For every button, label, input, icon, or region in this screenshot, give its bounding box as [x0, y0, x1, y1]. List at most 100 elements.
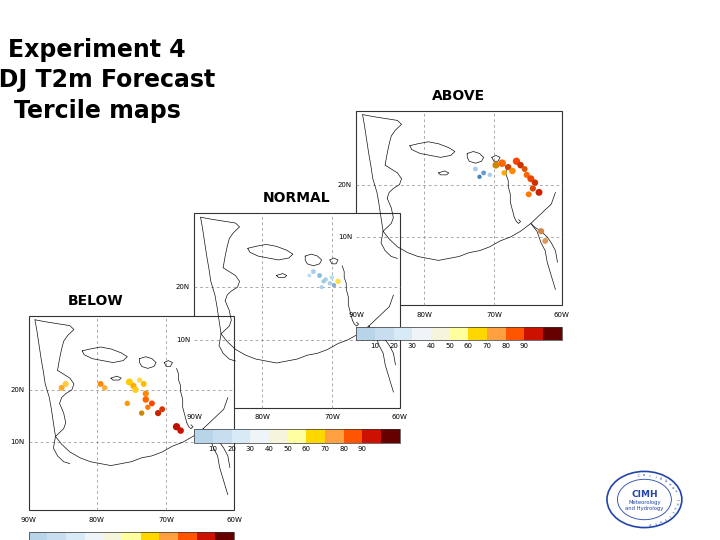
Point — [142, 403, 153, 411]
Text: 70W: 70W — [486, 312, 502, 318]
Point — [130, 386, 141, 394]
Point — [127, 382, 139, 390]
Bar — [356, 327, 375, 340]
Point — [171, 422, 182, 431]
Bar — [140, 532, 159, 540]
Bar — [194, 213, 400, 408]
Text: 20N: 20N — [176, 284, 190, 290]
Point — [539, 237, 551, 245]
Text: 30: 30 — [408, 343, 417, 349]
Bar — [356, 327, 562, 340]
Text: 50: 50 — [445, 343, 454, 349]
Bar — [251, 429, 269, 443]
Point — [510, 157, 522, 166]
Bar — [431, 327, 450, 340]
Point — [529, 178, 541, 187]
Text: s: s — [672, 506, 677, 509]
Bar — [381, 429, 400, 443]
Point — [484, 171, 495, 179]
Point — [534, 188, 545, 197]
Bar — [543, 327, 562, 340]
Text: I: I — [675, 499, 678, 500]
Point — [307, 267, 319, 276]
Text: e: e — [649, 521, 652, 525]
Bar — [215, 532, 234, 540]
Bar — [269, 429, 288, 443]
Bar — [487, 327, 505, 340]
Text: t: t — [670, 510, 675, 513]
Text: 40: 40 — [426, 343, 436, 349]
Text: 70: 70 — [320, 446, 330, 452]
Point — [320, 275, 331, 284]
Point — [519, 165, 531, 173]
Text: 80W: 80W — [254, 414, 270, 420]
Point — [498, 168, 510, 177]
Point — [124, 377, 135, 386]
Text: a: a — [670, 485, 675, 489]
Text: 50: 50 — [283, 446, 292, 452]
Text: a: a — [643, 474, 646, 477]
Point — [527, 184, 539, 193]
Point — [140, 395, 151, 404]
Bar — [524, 327, 543, 340]
Text: 20N: 20N — [338, 181, 352, 187]
Text: 80W: 80W — [416, 312, 432, 318]
Point — [134, 376, 145, 384]
Text: b: b — [663, 478, 667, 483]
Text: 80W: 80W — [89, 517, 104, 523]
Text: 40: 40 — [264, 446, 274, 452]
Point — [314, 271, 325, 280]
Bar — [394, 327, 413, 340]
Text: 80: 80 — [501, 343, 510, 349]
Point — [326, 273, 338, 282]
Text: 30: 30 — [246, 446, 255, 452]
Bar — [213, 429, 232, 443]
Bar — [325, 429, 343, 443]
Point — [175, 426, 186, 435]
Point — [153, 409, 164, 417]
Text: 70W: 70W — [158, 517, 174, 523]
Point — [469, 165, 481, 173]
Bar — [375, 327, 394, 340]
Text: 90W: 90W — [186, 414, 202, 420]
Text: n: n — [674, 502, 678, 505]
Point — [316, 283, 328, 292]
Text: 60W: 60W — [392, 414, 408, 420]
Text: 70W: 70W — [324, 414, 340, 420]
Point — [521, 171, 533, 179]
Text: 80: 80 — [339, 446, 348, 452]
Text: Meteorology
and Hydrology: Meteorology and Hydrology — [625, 500, 664, 510]
Point — [490, 161, 502, 170]
Text: t: t — [663, 516, 667, 520]
Text: 10N: 10N — [338, 234, 352, 240]
Bar — [505, 327, 524, 340]
Point — [507, 167, 518, 176]
Point — [318, 277, 330, 286]
Point — [515, 161, 526, 170]
Bar — [356, 111, 562, 305]
Bar — [122, 532, 140, 540]
Text: 10: 10 — [371, 343, 379, 349]
Point — [156, 405, 168, 414]
Text: BELOW: BELOW — [68, 294, 123, 308]
Point — [503, 163, 514, 171]
Bar — [362, 429, 381, 443]
Text: e: e — [667, 482, 671, 486]
Bar — [306, 429, 325, 443]
Point — [56, 383, 68, 392]
Point — [99, 383, 110, 392]
Point — [95, 380, 107, 388]
Point — [333, 277, 344, 286]
Text: CIMH: CIMH — [631, 490, 657, 499]
Text: i: i — [667, 514, 671, 517]
Bar — [159, 532, 178, 540]
Point — [523, 190, 534, 199]
Bar — [197, 532, 215, 540]
Text: 20N: 20N — [10, 387, 24, 393]
Text: 90: 90 — [358, 446, 366, 452]
Point — [478, 168, 490, 177]
Text: b: b — [658, 476, 662, 481]
Bar — [194, 429, 400, 443]
Bar — [194, 429, 213, 443]
Point — [525, 174, 536, 183]
